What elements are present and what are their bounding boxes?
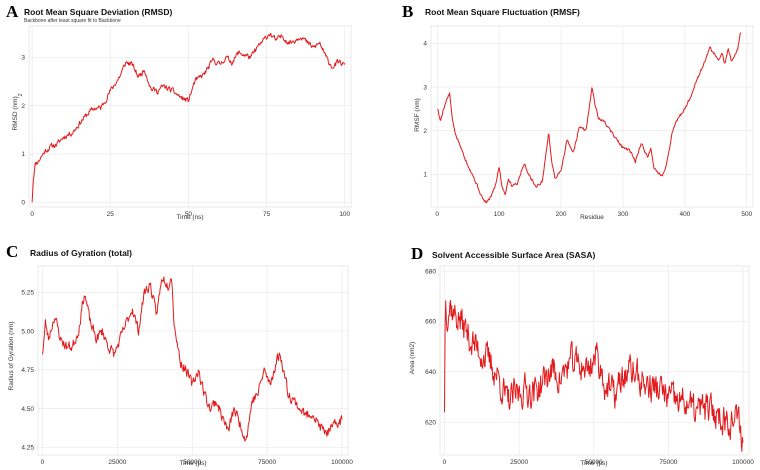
panel-letter-c: C xyxy=(6,242,18,261)
series-line-c xyxy=(42,276,343,442)
x-tick-label-d: 100000 xyxy=(732,459,754,466)
sasa-y-axis-label: Area (nm2) xyxy=(409,342,416,375)
x-tick-label-d: 0 xyxy=(443,459,447,466)
plot-frame-d xyxy=(439,265,750,456)
rmsd-title: Root Mean Square Deviation (RMSD) xyxy=(24,7,172,17)
y-tick-label-c: 4.50 xyxy=(21,406,34,413)
y-tick-label-d: 640 xyxy=(425,369,436,376)
y-tick-label-b: 1 xyxy=(423,172,427,179)
y-tick-label-c: 5.00 xyxy=(21,328,34,335)
x-tick-label-b: 500 xyxy=(741,211,752,218)
x-tick-label-c: 0 xyxy=(41,459,45,466)
x-tick-label-d: 25000 xyxy=(510,459,528,466)
rog-y-axis-label: Radius of Gyration (nm) xyxy=(8,322,15,391)
rmsd-plot-area: 0 25 50 75 100 0 1 2 3 xyxy=(21,25,352,218)
y-tick-label-b: 2 xyxy=(423,128,427,135)
x-tick-label-c: 50000 xyxy=(183,459,201,466)
y-tick-label-d: 680 xyxy=(425,268,436,275)
panel-letter-a: A xyxy=(6,2,19,21)
rog-plot-area: 0 25000 50000 75000 100000 4.25 4.50 4.75 5.00 5.… xyxy=(21,265,353,466)
y-tick-label-a: 1 xyxy=(21,151,25,158)
rog-x-axis-label: Time (ps) xyxy=(179,460,206,467)
panel-letter-b: B xyxy=(402,2,413,21)
x-tick-label-c: 75000 xyxy=(258,459,276,466)
x-tick-label-b: 0 xyxy=(435,211,439,218)
plot-frame-b xyxy=(430,25,754,208)
rmsf-plot-area: 0 100 200 300 400 500 1 2 3 4 xyxy=(423,25,754,218)
y-tick-label-d: 660 xyxy=(425,319,436,326)
x-tick-label-a: 25 xyxy=(107,211,115,218)
rmsf-y-axis-label: RMSF (nm) xyxy=(414,98,421,132)
sasa-x-axis-label: Time (ps) xyxy=(580,460,607,467)
x-tick-label-a: 0 xyxy=(30,211,34,218)
x-tick-label-d: 50000 xyxy=(585,459,603,466)
x-tick-label-a: 100 xyxy=(339,211,350,218)
plot-frame-a xyxy=(28,25,352,208)
x-tick-label-b: 300 xyxy=(618,211,629,218)
y-tick-label-a: 3 xyxy=(21,55,25,62)
rmsd-y-axis-label-subscript: 2 xyxy=(18,93,24,96)
sasa-title: Solvent Accessible Surface Area (SASA) xyxy=(432,250,595,260)
y-tick-label-c: 4.25 xyxy=(21,445,34,452)
series-line-d xyxy=(444,300,744,452)
rmsd-x-axis-label: Time (ns) xyxy=(176,214,203,221)
panel-b: B Root Mean Square Fluctuation (RMSF) 0 1… xyxy=(402,2,754,221)
y-tick-label-c: 4.75 xyxy=(21,367,34,374)
y-tick-label-a: 0 xyxy=(21,199,25,206)
panel-d: D Solvent Accessible Surface Area (SASA)… xyxy=(409,244,754,467)
x-tick-label-b: 100 xyxy=(494,211,505,218)
sasa-plot-area: 0 25000 50000 75000 100000 620 640 660 680 xyxy=(425,265,754,466)
panel-a: A Root Mean Square Deviation (RMSD) Back… xyxy=(6,2,352,221)
x-tick-label-c: 25000 xyxy=(108,459,126,466)
x-tick-label-a: 75 xyxy=(263,211,271,218)
rmsd-subtitle: Backbone after least square fit to Backb… xyxy=(24,18,121,24)
x-tick-label-b: 200 xyxy=(556,211,567,218)
panel-c: C Radius of Gyration (total) 0 25000 50000… xyxy=(6,242,353,467)
rmsd-y-axis-label: RMSD (nm)2 xyxy=(12,93,24,130)
panel-letter-d: D xyxy=(411,244,423,263)
series-line-b xyxy=(437,32,742,204)
x-tick-label-d: 75000 xyxy=(659,459,677,466)
series-line-a xyxy=(31,32,346,203)
y-tick-label-b: 3 xyxy=(423,84,427,91)
rog-title: Radius of Gyration (total) xyxy=(30,248,132,258)
plot-frame-c xyxy=(37,265,349,456)
x-tick-label-c: 100000 xyxy=(331,459,353,466)
y-tick-label-d: 620 xyxy=(425,420,436,427)
rmsf-x-axis-label: Residue xyxy=(580,214,604,221)
y-tick-label-a: 2 xyxy=(21,103,25,110)
x-tick-label-a: 50 xyxy=(185,211,193,218)
x-tick-label-b: 400 xyxy=(679,211,690,218)
rmsd-y-axis-label-main: RMSD (nm) xyxy=(12,96,19,130)
y-tick-label-c: 5.25 xyxy=(21,290,34,297)
rmsf-title: Root Mean Square Fluctuation (RMSF) xyxy=(425,7,580,17)
y-tick-label-b: 4 xyxy=(423,41,427,48)
